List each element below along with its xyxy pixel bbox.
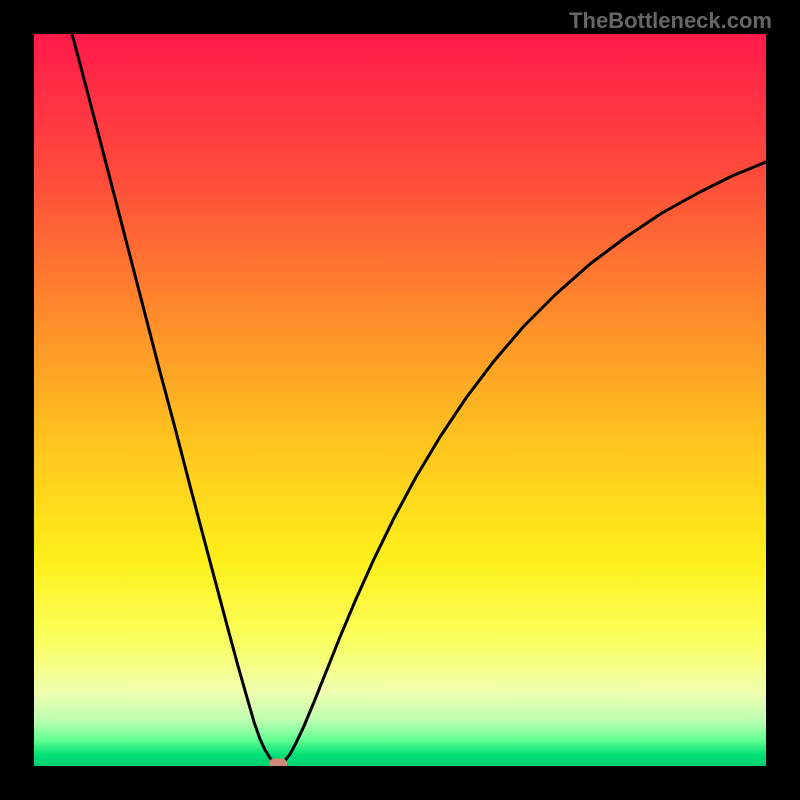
watermark-text: TheBottleneck.com <box>569 8 772 34</box>
bottleneck-curve <box>72 34 766 765</box>
plot-area <box>34 34 766 766</box>
plot-svg <box>34 34 766 766</box>
minimum-marker <box>269 759 287 767</box>
